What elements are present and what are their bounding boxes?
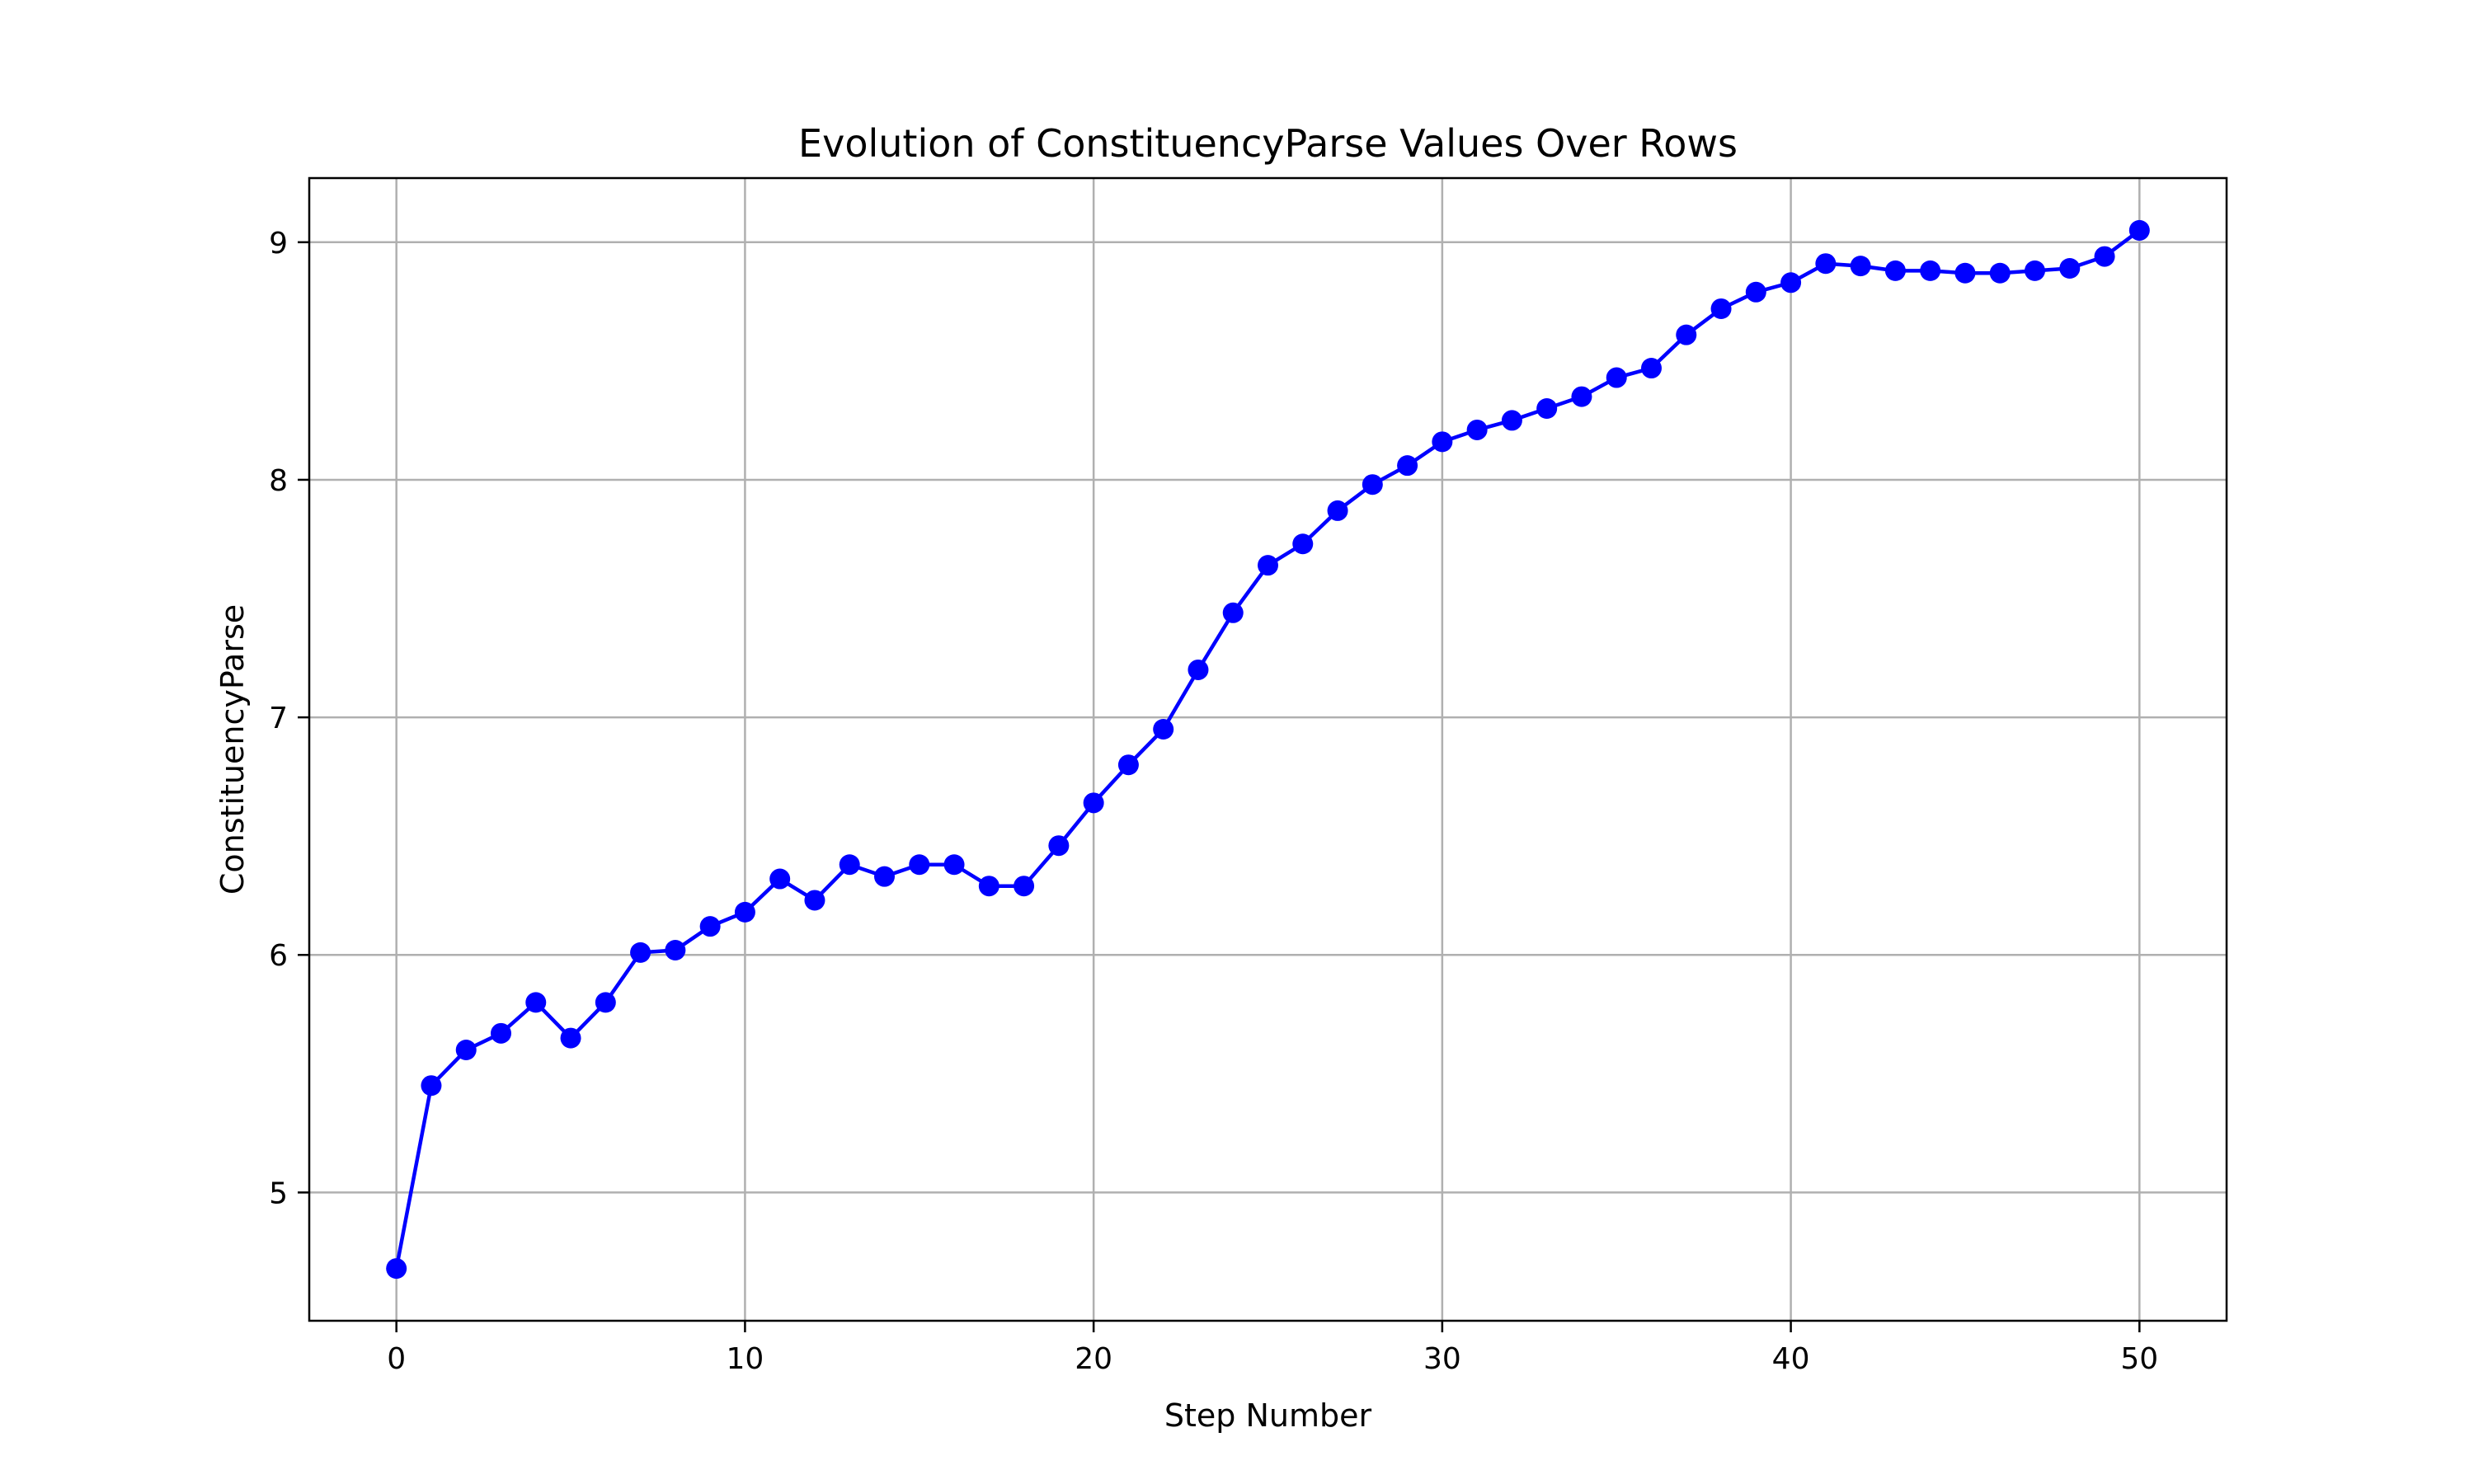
data-point	[491, 1022, 511, 1044]
y-tick-label: 5	[269, 1176, 288, 1210]
data-point	[1884, 260, 1906, 281]
data-point	[1083, 792, 1104, 814]
series-layer	[386, 219, 2150, 1280]
data-point	[1815, 253, 1837, 275]
y-tick-label: 7	[269, 702, 288, 735]
data-point	[665, 939, 686, 960]
data-point	[386, 1258, 407, 1280]
data-point	[909, 854, 930, 876]
data-point	[1222, 602, 1244, 623]
data-point	[1780, 272, 1802, 294]
data-point	[699, 916, 721, 937]
data-point	[2128, 219, 2150, 241]
data-point	[978, 876, 999, 897]
data-point	[874, 866, 895, 887]
grid-layer	[309, 178, 2227, 1321]
x-tick-label: 30	[1423, 1342, 1461, 1376]
data-point	[1920, 260, 1941, 281]
data-point	[769, 868, 791, 890]
y-tick-label: 6	[269, 939, 288, 973]
data-point	[560, 1027, 581, 1049]
data-point	[1048, 835, 1070, 857]
data-point	[1641, 358, 1662, 379]
data-point	[1466, 419, 1488, 440]
data-point	[1188, 659, 1209, 680]
data-point	[630, 942, 651, 963]
data-point	[1536, 398, 1558, 420]
data-point	[1153, 719, 1174, 740]
data-point	[1501, 410, 1522, 431]
data-point	[1606, 367, 1627, 388]
chart-title: Evolution of ConstituencyParse Values Ov…	[798, 121, 1738, 166]
y-tick-label: 9	[269, 227, 288, 261]
data-point	[1014, 876, 1035, 897]
tick-layer: 0 10 20 30 40 50 5 6 7 8 9	[269, 227, 2158, 1376]
data-point	[1954, 262, 1976, 284]
data-point	[1117, 754, 1139, 776]
data-point	[1745, 281, 1766, 303]
data-point	[1710, 298, 1732, 319]
data-point	[421, 1075, 442, 1097]
data-point	[2094, 246, 2115, 267]
data-point	[2025, 260, 2045, 281]
data-point	[839, 854, 860, 876]
data-point	[1258, 555, 1278, 576]
series-line	[394, 228, 2141, 1270]
x-tick-label: 40	[1772, 1342, 1810, 1376]
x-tick-label: 20	[1075, 1342, 1112, 1376]
data-point	[595, 992, 616, 1013]
y-tick-label: 8	[269, 464, 288, 498]
x-tick-label: 10	[727, 1342, 764, 1376]
data-point	[455, 1040, 477, 1061]
x-axis-label: Step Number	[1164, 1397, 1372, 1434]
data-point	[804, 890, 825, 911]
data-point	[1327, 500, 1348, 521]
y-axis-label: ConstituencyParse	[214, 604, 251, 895]
data-point	[2059, 258, 2081, 279]
data-point	[525, 992, 547, 1013]
x-tick-label: 0	[387, 1342, 406, 1376]
data-point	[943, 854, 965, 876]
data-point	[1850, 256, 1871, 277]
data-point	[1292, 533, 1314, 555]
plot-frame	[308, 176, 2228, 1322]
data-point	[1432, 431, 1453, 453]
x-tick-label: 50	[2120, 1342, 2158, 1376]
data-point	[1989, 262, 2011, 284]
data-point	[734, 901, 755, 923]
data-point	[1676, 324, 1697, 345]
data-point	[1362, 474, 1383, 495]
data-point	[1571, 386, 1592, 407]
data-point	[1397, 455, 1418, 477]
